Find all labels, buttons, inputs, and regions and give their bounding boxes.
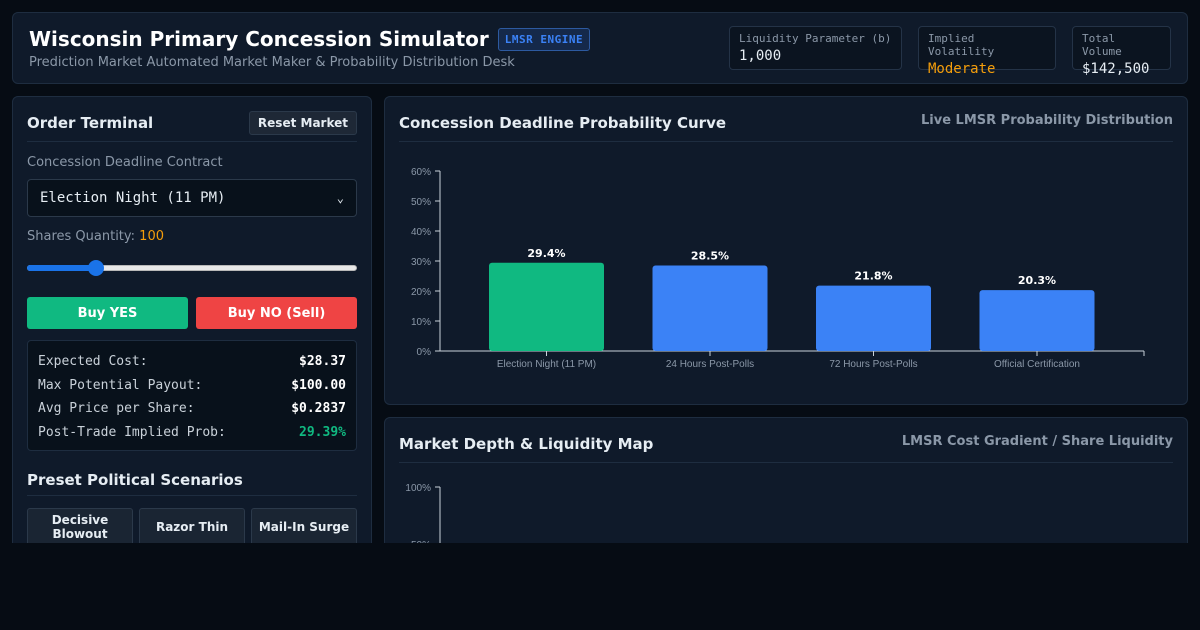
- y-tick-label: 30%: [411, 257, 431, 268]
- x-tick-label: 72 Hours Post-Polls: [829, 359, 917, 370]
- presets-header: Preset Political Scenarios: [27, 463, 357, 496]
- quantity-value: 100: [139, 229, 164, 244]
- probability-panel-title: Concession Deadline Probability Curve: [399, 114, 727, 132]
- stat-value: $142,500: [1082, 61, 1150, 77]
- bar: [489, 262, 604, 351]
- order-terminal-header: Order Terminal Reset Market: [27, 97, 357, 142]
- viewport-clip: [0, 543, 1200, 630]
- contract-select[interactable]: Election Night (11 PM) ⌄: [27, 179, 357, 217]
- trade-summary: Expected Cost: $28.37 Max Potential Payo…: [27, 340, 357, 451]
- market-depth-panel: Market Depth & Liquidity Map LMSR Cost G…: [384, 417, 1188, 557]
- x-tick-label: 24 Hours Post-Polls: [666, 359, 754, 370]
- preset-decisive-blowout-button[interactable]: Decisive Blowout: [27, 508, 133, 546]
- quantity-slider[interactable]: [27, 258, 357, 278]
- quantity-label: Shares Quantity: 100: [27, 229, 164, 244]
- preset-mail-in-surge-button[interactable]: Mail-In Surge: [251, 508, 357, 546]
- bar-data-label: 28.5%: [691, 250, 729, 263]
- stat-label: Liquidity Parameter (b): [739, 32, 892, 45]
- app-subtitle: Prediction Market Automated Market Maker…: [29, 55, 515, 70]
- y-tick-label: 50%: [411, 197, 431, 208]
- y-tick-label: 60%: [411, 167, 431, 178]
- x-tick-label: Official Certification: [994, 359, 1080, 370]
- stat-total-volume: Total Volume $142,500: [1072, 26, 1171, 77]
- app-title: Wisconsin Primary Concession Simulator: [29, 27, 489, 51]
- depth-panel-header: Market Depth & Liquidity Map LMSR Cost G…: [399, 418, 1173, 463]
- depth-panel-tag: LMSR Cost Gradient / Share Liquidity: [901, 434, 1173, 449]
- reset-market-button[interactable]: Reset Market: [248, 111, 357, 135]
- buy-yes-button[interactable]: Buy YES: [27, 297, 188, 329]
- title-group: Wisconsin Primary Concession Simulator L…: [29, 27, 591, 51]
- summary-row: Post-Trade Implied Prob: 29.39%: [38, 421, 346, 445]
- order-terminal-title: Order Terminal: [27, 114, 154, 132]
- bar-data-label: 20.3%: [1018, 274, 1056, 287]
- stat-liquidity: Liquidity Parameter (b) 1,000: [729, 26, 902, 70]
- probability-curve-panel: Concession Deadline Probability Curve Li…: [384, 96, 1188, 405]
- stat-label: Total Volume: [1082, 32, 1122, 58]
- summary-value: $28.37: [299, 354, 346, 370]
- y-tick-label: 10%: [411, 317, 431, 328]
- summary-key: Expected Cost:: [38, 354, 148, 370]
- stat-label: Implied Volatility: [928, 32, 995, 58]
- slider-thumb[interactable]: [88, 260, 105, 276]
- buy-no-button[interactable]: Buy NO (Sell): [196, 297, 357, 329]
- summary-key: Post-Trade Implied Prob:: [38, 424, 226, 440]
- chevron-down-icon: ⌄: [336, 191, 344, 205]
- summary-key: Avg Price per Share:: [38, 401, 195, 417]
- probability-panel-tag: Live LMSR Probability Distribution: [921, 113, 1173, 128]
- y-tick-label: 100%: [405, 483, 431, 494]
- stat-volatility: Implied Volatility Moderate: [918, 26, 1056, 77]
- market-depth-chart: 100%50%: [405, 483, 441, 556]
- contract-label: Concession Deadline Contract: [27, 155, 223, 170]
- engine-badge: LMSR ENGINE: [497, 27, 591, 51]
- summary-value: $0.2837: [291, 401, 346, 417]
- contract-selected-value: Election Night (11 PM): [40, 190, 226, 206]
- bar: [652, 265, 768, 351]
- summary-row: Expected Cost: $28.37: [38, 350, 346, 374]
- bar: [816, 285, 931, 351]
- stat-value: Moderate: [928, 61, 996, 77]
- app-header: Wisconsin Primary Concession Simulator L…: [12, 12, 1188, 84]
- quantity-label-text: Shares Quantity:: [27, 229, 136, 244]
- bar-data-label: 29.4%: [527, 247, 565, 260]
- bar: [979, 290, 1095, 351]
- bar-data-label: 21.8%: [854, 270, 892, 283]
- stat-value: 1,000: [739, 48, 782, 64]
- x-tick-label: Election Night (11 PM): [497, 359, 596, 370]
- slider-fill: [27, 265, 97, 271]
- y-tick-label: 20%: [411, 287, 431, 298]
- preset-razor-thin-button[interactable]: Razor Thin: [139, 508, 245, 546]
- summary-value: $100.00: [291, 377, 346, 393]
- presets-title: Preset Political Scenarios: [27, 471, 243, 489]
- probability-bar-chart: 0% 10% 20% 30% 40% 50% 60% 29.4% Election Night …: [411, 167, 1145, 370]
- summary-row: Avg Price per Share: $0.2837: [38, 397, 346, 421]
- probability-panel-header: Concession Deadline Probability Curve Li…: [399, 97, 1173, 142]
- y-tick-label: 40%: [411, 227, 431, 238]
- summary-key: Max Potential Payout:: [38, 377, 203, 393]
- summary-value: 29.39%: [299, 424, 346, 440]
- y-tick-label: 0%: [417, 347, 432, 358]
- depth-panel-title: Market Depth & Liquidity Map: [399, 435, 654, 453]
- summary-row: Max Potential Payout: $100.00: [38, 374, 346, 398]
- order-terminal-panel: Order Terminal Reset Market Concession D…: [12, 96, 372, 556]
